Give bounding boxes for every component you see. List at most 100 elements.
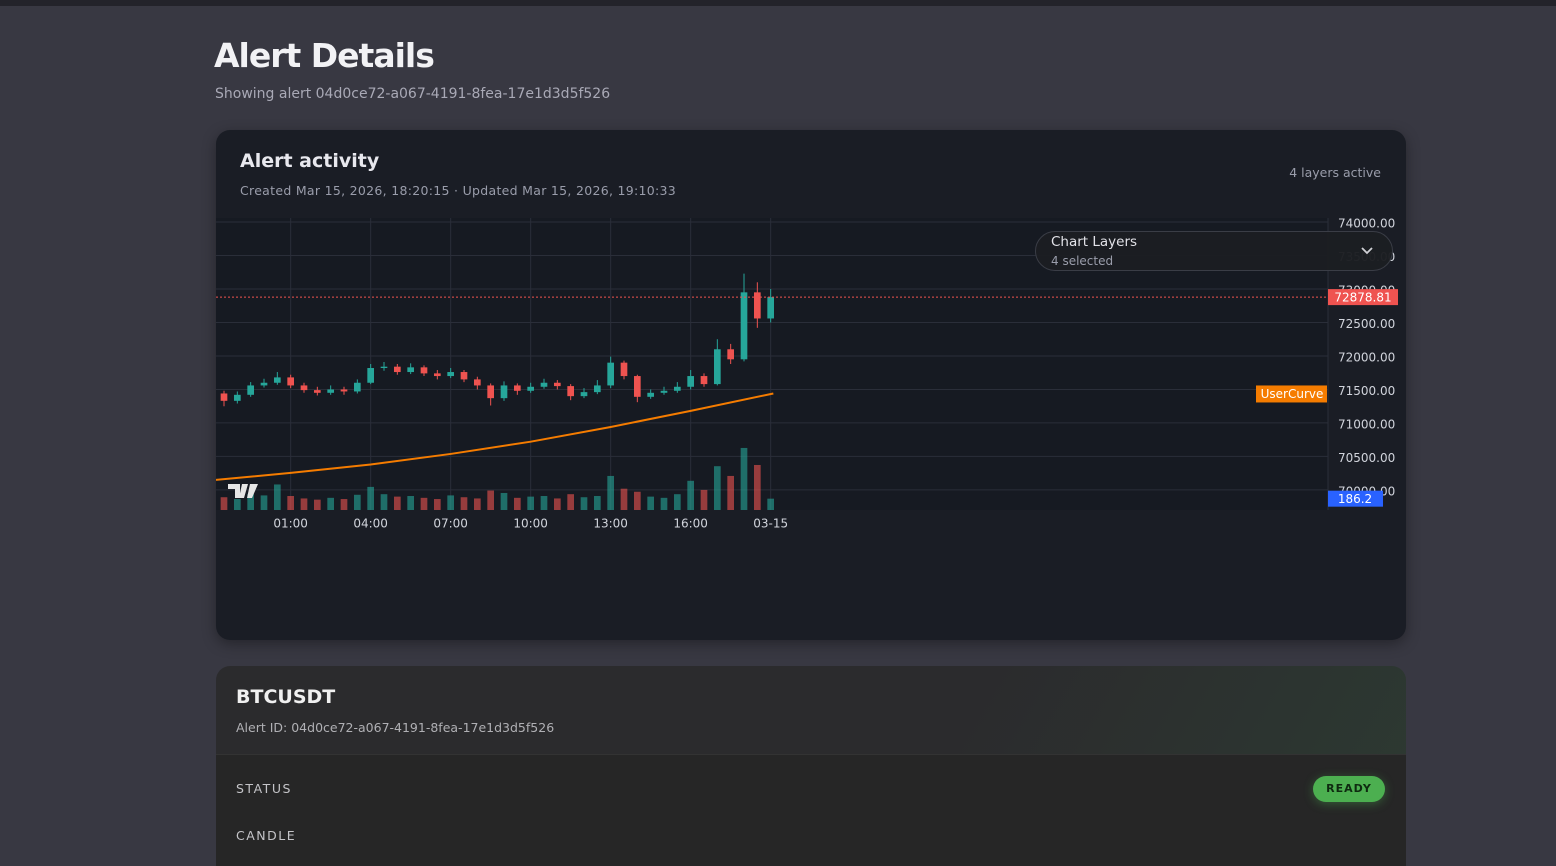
curve-label: UserCurve: [1261, 387, 1324, 401]
candle-body: [380, 366, 388, 369]
candle-body: [567, 386, 574, 397]
candle-body: [287, 377, 294, 386]
candle-body: [594, 385, 601, 393]
candle-body: [407, 367, 414, 373]
volume-bar: [460, 497, 468, 510]
candle-body: [767, 297, 774, 319]
alert-id: Alert ID: 04d0ce72-a067-4191-8fea-17e1d3…: [236, 720, 555, 735]
candle-body: [660, 390, 668, 393]
volume-bar: [220, 497, 228, 510]
volume-bar: [447, 495, 454, 510]
logo: [228, 484, 258, 498]
candle-body: [327, 389, 334, 393]
volume-bar: [527, 496, 534, 510]
candle-body: [754, 292, 761, 319]
y-tick-label: 70500.00: [1338, 451, 1395, 465]
volume-bar: [474, 498, 481, 510]
x-tick-label: 07:00: [433, 517, 468, 531]
volume-bar: [340, 499, 348, 510]
volume-bar: [540, 496, 548, 510]
y-tick-label: 71000.00: [1338, 417, 1395, 431]
page-title: Alert Details: [214, 36, 435, 75]
volume-bar: [394, 496, 401, 510]
volume-bar: [354, 494, 361, 510]
volume-bar: [287, 496, 294, 510]
volume-bar: [434, 499, 441, 510]
summary-body: [216, 754, 1406, 866]
candle-body: [527, 386, 534, 391]
price-label-bg: [1328, 289, 1398, 306]
volume-bar: [740, 447, 748, 510]
volume-bar: [514, 497, 521, 510]
volume-bar: [247, 494, 254, 510]
volume-bar: [554, 498, 561, 510]
candle-body: [260, 382, 268, 386]
candle-body: [300, 385, 308, 391]
layers-active: 4 layers active: [1289, 165, 1381, 180]
candle-body: [634, 376, 641, 397]
volume-bar: [714, 466, 721, 510]
volume-bar: [580, 497, 588, 510]
volume-bar: [674, 494, 681, 510]
volume-bar: [660, 497, 668, 510]
dropdown-label: Chart Layers: [1051, 234, 1138, 250]
x-tick-label: 16:00: [673, 517, 708, 531]
user-curve: [216, 392, 774, 481]
card-meta: Created Mar 15, 2026, 18:20:15 · Updated…: [240, 183, 677, 198]
x-tick-label: 03-15: [753, 517, 788, 531]
layers-dropdown[interactable]: Chart Layers 4 selected: [1035, 231, 1393, 271]
candle-body: [687, 376, 694, 387]
status-label: STATUS: [236, 781, 292, 796]
candle-body: [220, 393, 228, 401]
candle-body: [314, 390, 321, 393]
volume-bar: [767, 498, 774, 510]
candle-body: [554, 382, 561, 387]
volume-bar: [274, 484, 281, 510]
volume-bar: [607, 475, 614, 510]
curve-label-bg: [1256, 385, 1327, 403]
volume-bar: [567, 494, 574, 510]
top-bar: [0, 0, 1556, 6]
volume-bar: [487, 490, 494, 510]
volume-bar: [420, 497, 428, 510]
candle-body: [474, 379, 481, 386]
candle-body: [647, 392, 654, 397]
candle-body: [274, 377, 281, 383]
volume-bar: [260, 495, 268, 510]
candle-body: [367, 368, 374, 383]
candle-body: [487, 385, 494, 399]
volume-bar: [700, 489, 708, 510]
candle-body: [674, 386, 681, 391]
summary-card: BTCUSDT Alert ID: 04d0ce72-a067-4191-8fe…: [216, 666, 1406, 866]
x-tick-label: 13:00: [593, 517, 628, 531]
candle-body: [580, 392, 588, 397]
card-title: Alert activity: [240, 150, 380, 172]
volume-bar: [754, 464, 761, 510]
status-badge: READY: [1313, 776, 1385, 802]
candle-body: [354, 382, 361, 392]
candle-body: [620, 362, 628, 377]
volume-label: 186.2: [1338, 492, 1372, 506]
y-tick-label: 72000.00: [1338, 350, 1395, 364]
volume-bar: [594, 496, 601, 510]
symbol: BTCUSDT: [236, 686, 336, 708]
volume-bar: [634, 491, 641, 510]
volume-bar: [620, 488, 628, 510]
candle-body: [447, 372, 454, 377]
volume-bar: [687, 480, 694, 510]
candle-body: [234, 394, 241, 401]
candle-body: [740, 292, 748, 360]
chevron: [1361, 247, 1373, 255]
volume-bar: [327, 497, 334, 510]
candle-body: [394, 366, 401, 373]
candle-body: [434, 373, 441, 377]
x-tick-label: 01:00: [273, 517, 308, 531]
candle-body: [340, 389, 348, 392]
volume-bar: [314, 499, 321, 510]
candle-body: [607, 362, 614, 386]
volume-label-bg: [1328, 490, 1383, 507]
candle-body: [460, 372, 468, 380]
volume-bar: [380, 494, 388, 510]
